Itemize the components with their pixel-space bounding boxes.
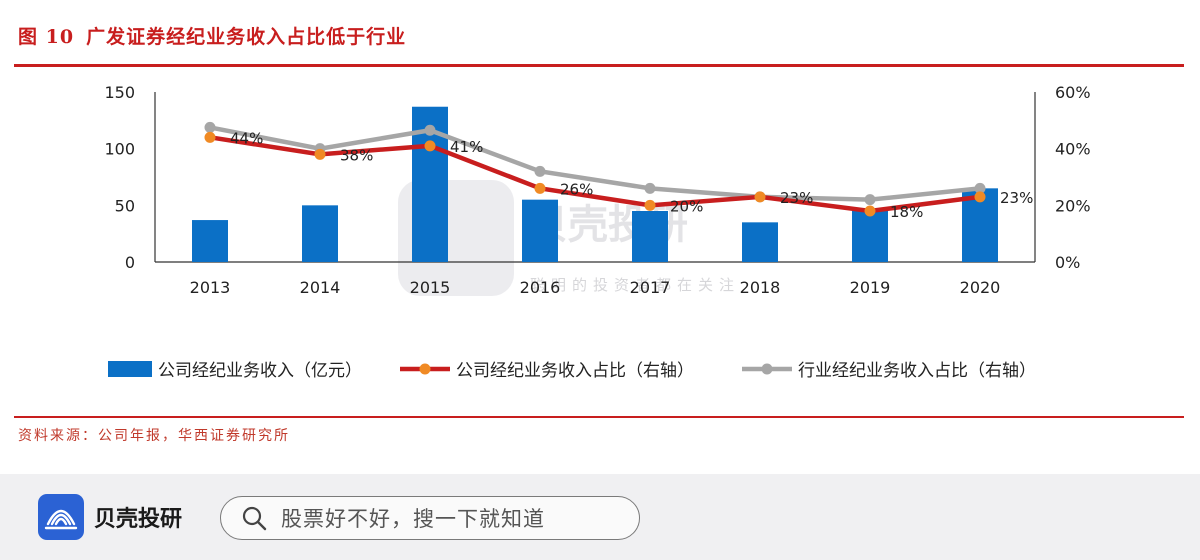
shell-logo-icon (38, 494, 84, 540)
company-share-point (204, 131, 216, 143)
figure-title: 图 10 广发证券经纪业务收入占比低于行业 (18, 22, 418, 49)
search-icon (242, 506, 267, 531)
right-tick-label: 20% (1055, 196, 1091, 215)
figure-number: 图 10 (18, 26, 75, 48)
bar-company-revenue (742, 222, 778, 262)
company-share-label: 23% (780, 189, 813, 207)
industry-share-line (209, 125, 981, 202)
figure-title-text: 广发证券经纪业务收入占比低于行业 (86, 26, 407, 48)
left-tick-label: 50 (115, 196, 135, 215)
company-share-label: 20% (670, 197, 703, 215)
company-share-label: 26% (560, 180, 593, 198)
company-share-point (864, 205, 876, 217)
brand[interactable]: 贝壳投研 (38, 494, 182, 540)
legend-label-company: 公司经纪业务收入占比（右轴） (456, 361, 694, 381)
industry-share-point (204, 121, 216, 133)
bar-company-revenue (302, 205, 338, 262)
x-tick-label: 2019 (850, 278, 891, 297)
company-share-point (644, 199, 656, 211)
footer-bar: 贝壳投研 股票好不好，搜一下就知道 (0, 474, 1200, 560)
bar-company-revenue (852, 211, 888, 262)
left-tick-label: 0 (125, 253, 135, 272)
brand-name: 贝壳投研 (94, 507, 183, 532)
legend-marker-company (419, 363, 431, 375)
company-share-line (209, 135, 981, 214)
legend-label-industry: 行业经纪业务收入占比（右轴） (798, 361, 1036, 381)
legend-swatch-bar (108, 361, 152, 377)
x-tick-label: 2016 (520, 278, 561, 297)
search-box[interactable]: 股票好不好，搜一下就知道 (220, 496, 640, 540)
bar-company-revenue (192, 220, 228, 262)
watermark-slogan: 聪明的投资者都在关注 (530, 276, 740, 294)
x-tick-label: 2017 (630, 278, 671, 297)
company-share-point (314, 148, 326, 160)
source-note: 资料来源：公司年报，华西证券研究所 (18, 428, 290, 444)
industry-share-point (644, 182, 656, 194)
company-share-point (534, 182, 546, 194)
right-tick-label: 40% (1055, 140, 1091, 159)
x-tick-label: 2018 (740, 278, 781, 297)
company-share-point (754, 191, 766, 203)
left-tick-label: 150 (104, 83, 135, 102)
legend-label-bar: 公司经纪业务收入（亿元） (158, 361, 362, 381)
legend-marker-industry (761, 363, 773, 375)
company-share-point (424, 140, 436, 152)
bar-company-revenue (632, 211, 668, 262)
source-rule (14, 416, 1184, 418)
right-tick-label: 0% (1055, 253, 1080, 272)
company-share-label: 41% (450, 138, 483, 156)
right-tick-label: 60% (1055, 83, 1091, 102)
left-tick-label: 100 (104, 140, 135, 159)
company-share-label: 38% (340, 146, 373, 164)
industry-share-point (534, 165, 546, 177)
title-rule (14, 64, 1184, 67)
industry-share-point (864, 194, 876, 206)
search-placeholder: 股票好不好，搜一下就知道 (281, 507, 545, 531)
company-share-label: 23% (1000, 189, 1033, 207)
company-share-point (974, 191, 986, 203)
company-share-label: 44% (230, 129, 263, 147)
industry-share-point (424, 124, 436, 136)
company-share-label: 18% (890, 203, 923, 221)
industry-share-point (974, 182, 986, 194)
x-tick-label: 2015 (410, 278, 451, 297)
bar-company-revenue (522, 199, 558, 262)
x-tick-label: 2013 (190, 278, 231, 297)
x-tick-label: 2020 (960, 278, 1001, 297)
x-tick-label: 2014 (300, 278, 341, 297)
